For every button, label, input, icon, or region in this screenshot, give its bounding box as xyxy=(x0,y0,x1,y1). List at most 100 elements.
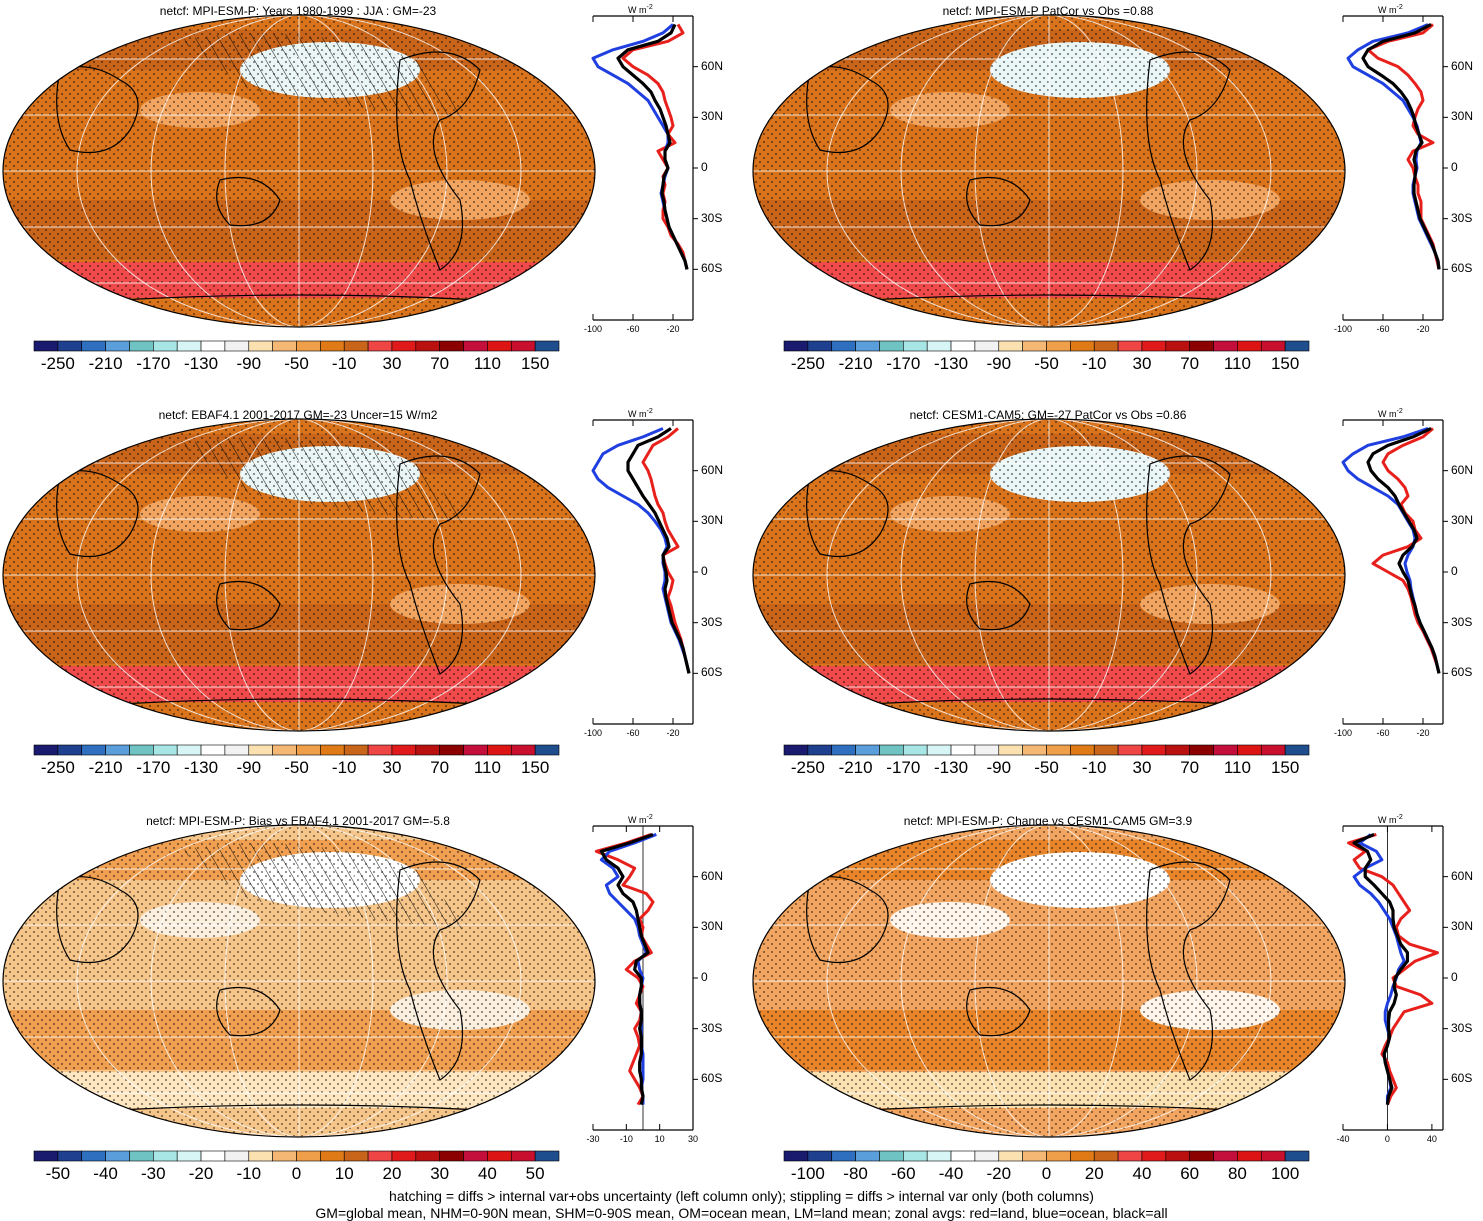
colorbar-tick-label: 150 xyxy=(1270,758,1300,777)
map-title: netcf: CESM1-CAM5: GM=-27 PatCor vs Obs … xyxy=(909,408,1187,422)
colorbar-swatch xyxy=(1022,744,1047,756)
colorbar-swatch xyxy=(1022,340,1047,352)
zonal-xtick-label: -40 xyxy=(1336,1134,1350,1144)
zonal-unit-text: W m xyxy=(628,5,647,15)
zonal-lat-label: 60S xyxy=(1451,665,1473,680)
colorbar-swatch xyxy=(974,744,1000,756)
colorbar-swatch xyxy=(1117,744,1143,756)
colorbar-tick-label: -130 xyxy=(184,758,219,777)
colorbar-swatch xyxy=(998,744,1023,756)
zonal-lat-label: 60N xyxy=(701,58,724,73)
colorbar-swatch xyxy=(1165,1150,1190,1162)
colorbar-swatch xyxy=(1070,340,1095,352)
colorbar-swatch xyxy=(33,1150,59,1162)
colorbar-tick-label: -50 xyxy=(45,1164,71,1183)
zonal-unit-text: W m xyxy=(628,815,647,825)
colorbar-tick-label: -10 xyxy=(1081,354,1107,373)
zonal-lat-label: 30S xyxy=(1451,614,1473,629)
colorbar-swatch xyxy=(950,340,976,352)
colorbar-swatch xyxy=(903,744,928,756)
zonal-series-all xyxy=(626,427,691,674)
colorbar-swatch xyxy=(200,1150,226,1162)
colorbar-swatch xyxy=(998,1150,1023,1162)
zonal-xtick-label: 30 xyxy=(687,1134,699,1144)
colorbar-tick-label: -250 xyxy=(790,354,825,373)
colorbar-tick-label: 80 xyxy=(1227,1164,1247,1183)
zonal-unit-exponent: -2 xyxy=(1396,4,1403,11)
zonal-unit-label: W m-2 xyxy=(628,814,653,825)
colorbar-tick-label: -20 xyxy=(986,1164,1012,1183)
colorbar-swatch xyxy=(1141,340,1167,352)
colorbar-swatch xyxy=(1165,744,1190,756)
colorbar-tick-label: 150 xyxy=(520,354,550,373)
colorbar-tick-label: 30 xyxy=(1132,758,1152,777)
zonal-unit-label: W m-2 xyxy=(628,408,653,419)
colorbar-swatch xyxy=(1165,340,1190,352)
colorbar-tick-label: -210 xyxy=(88,758,123,777)
zonal-series-ocean xyxy=(591,427,691,674)
colorbar-swatch xyxy=(1237,340,1262,352)
zonal-xtick-label: -20 xyxy=(1416,728,1430,738)
colorbar-swatch xyxy=(367,1150,393,1162)
colorbar-swatch xyxy=(1093,1150,1119,1162)
zonal-lat-label: 30S xyxy=(701,614,723,629)
colorbar-swatch xyxy=(1022,1150,1047,1162)
colorbar-swatch xyxy=(1213,340,1238,352)
colorbar-tick-label: -20 xyxy=(188,1164,214,1183)
colorbar-swatch xyxy=(248,340,273,352)
colorbar-tick-label: -90 xyxy=(236,354,262,373)
colorbar-swatch xyxy=(510,340,536,352)
zonal-lat-label: 60N xyxy=(1451,868,1474,883)
zonal-xtick-label: -20 xyxy=(666,728,680,738)
colorbar-swatch xyxy=(391,744,417,756)
colorbar-swatch xyxy=(153,1150,178,1162)
colorbar-swatch xyxy=(831,744,856,756)
colorbar-tick-label: -80 xyxy=(843,1164,868,1183)
zonal-lat-label: 30S xyxy=(1451,210,1473,225)
colorbar-swatch xyxy=(200,744,226,756)
colorbar-swatch xyxy=(153,744,178,756)
map-title: netcf: EBAF4.1 2001-2017 GM=-23 Uncer=15… xyxy=(158,408,438,422)
zonal-lat-label: 60S xyxy=(701,1071,723,1086)
map-title: netcf: MPI-ESM-P: Bias vs EBAF4.1 2001-2… xyxy=(146,814,450,828)
colorbar-tick-label: -90 xyxy=(986,354,1012,373)
colorbar-tick-label: 10 xyxy=(334,1164,354,1183)
colorbar-swatch xyxy=(439,340,464,352)
zonal-unit-label: W m-2 xyxy=(1378,408,1403,419)
colorbar-swatch xyxy=(950,1150,976,1162)
colorbar-tick-label: 0 xyxy=(291,1164,302,1183)
colorbar-tick-label: 110 xyxy=(1223,354,1251,373)
colorbar-swatch xyxy=(1237,1150,1262,1162)
zonal-series-all xyxy=(1361,23,1441,270)
colorbar-tick-label: 110 xyxy=(473,758,501,777)
zonal-xtick-label: -20 xyxy=(666,324,680,334)
colorbar-swatch xyxy=(783,340,809,352)
colorbar-swatch xyxy=(439,1150,464,1162)
zonal-xtick-label: 40 xyxy=(1426,1134,1437,1144)
zonal-series-land xyxy=(594,833,655,1106)
colorbar-swatch xyxy=(367,744,393,756)
colorbar-swatch xyxy=(1284,744,1310,756)
zonal-lat-label: 60N xyxy=(1451,462,1474,477)
zonal-unit-exponent: -2 xyxy=(1396,408,1403,415)
colorbar-tick-label: -90 xyxy=(986,758,1012,777)
zonal-lat-label: 60S xyxy=(1451,261,1473,276)
colorbar-swatch xyxy=(903,1150,928,1162)
colorbar-tick-label: 70 xyxy=(430,758,450,777)
colorbar-swatch xyxy=(343,1150,369,1162)
colorbar-swatch xyxy=(1070,744,1095,756)
colorbar-swatch xyxy=(81,340,106,352)
zonal-xtick-label: -100 xyxy=(1333,324,1353,334)
colorbar-tick-label: 0 xyxy=(1041,1164,1052,1183)
footnote-line-2: GM=global mean, NHM=0-90N mean, SHM=0-90… xyxy=(315,1205,1168,1221)
colorbar-tick-label: 110 xyxy=(1223,758,1251,777)
zonal-lat-label: 60S xyxy=(701,665,723,680)
zonal-xtick-label: -100 xyxy=(583,728,603,738)
colorbar-swatch xyxy=(81,744,106,756)
colorbar-swatch xyxy=(855,744,880,756)
colorbar-swatch xyxy=(391,340,417,352)
colorbar-swatch xyxy=(176,744,202,756)
zonal-mean-plot xyxy=(592,825,698,1131)
zonal-lat-label: 30N xyxy=(701,919,724,934)
colorbar-swatch xyxy=(783,1150,809,1162)
